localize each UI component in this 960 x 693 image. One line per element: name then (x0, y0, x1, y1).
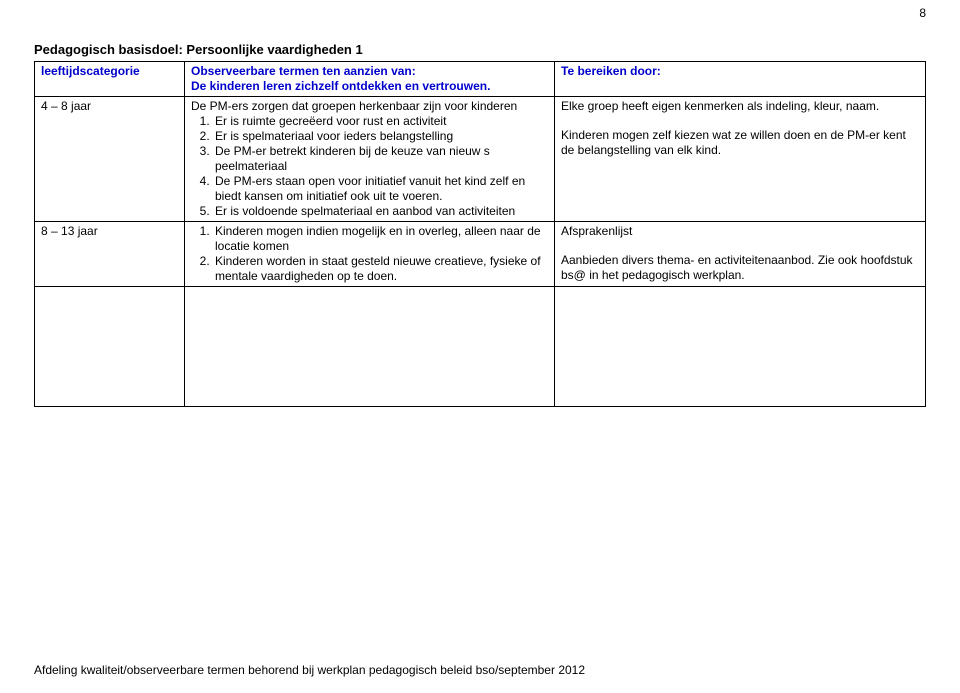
reach-cell-2: Afsprakenlijst Aanbieden divers thema- e… (555, 222, 926, 287)
observable-cell-2: Kinderen mogen indien mogelijk en in ove… (185, 222, 555, 287)
list-item: Kinderen mogen indien mogelijk en in ove… (213, 224, 548, 254)
spacer (561, 114, 919, 128)
row1-intro: De PM-ers zorgen dat groepen herkenbaar … (191, 99, 517, 113)
spacer (561, 239, 919, 253)
list-item: Er is voldoende spelmateriaal en aanbod … (213, 204, 548, 219)
row2-list: Kinderen mogen indien mogelijk en in ove… (191, 224, 548, 284)
row1-list: Er is ruimte gecreëerd voor rust en acti… (191, 114, 548, 219)
table-header-row: leeftijdscategorie Observeerbare termen … (35, 62, 926, 97)
list-item: Er is ruimte gecreëerd voor rust en acti… (213, 114, 548, 129)
header-age: leeftijdscategorie (35, 62, 185, 97)
empty-cell (555, 287, 926, 407)
row2-reach-p1: Afsprakenlijst (561, 224, 919, 239)
content-table: leeftijdscategorie Observeerbare termen … (34, 61, 926, 407)
age-cell-2: 8 – 13 jaar (35, 222, 185, 287)
empty-cell (35, 287, 185, 407)
header-observable-line2: De kinderen leren zichzelf ontdekken en … (191, 79, 490, 93)
page-number: 8 (919, 6, 926, 20)
section-title: Pedagogisch basisdoel: Persoonlijke vaar… (34, 42, 926, 57)
empty-cell (185, 287, 555, 407)
header-observable: Observeerbare termen ten aanzien van: De… (185, 62, 555, 97)
row1-reach-p1: Elke groep heeft eigen kenmerken als ind… (561, 99, 919, 114)
age-cell-1: 4 – 8 jaar (35, 97, 185, 222)
reach-cell-1: Elke groep heeft eigen kenmerken als ind… (555, 97, 926, 222)
table-empty-row (35, 287, 926, 407)
observable-cell-1: De PM-ers zorgen dat groepen herkenbaar … (185, 97, 555, 222)
header-observable-line1: Observeerbare termen ten aanzien van: (191, 64, 416, 78)
header-age-text: leeftijdscategorie (41, 64, 140, 78)
list-item: De PM-ers staan open voor initiatief van… (213, 174, 548, 204)
page-footer: Afdeling kwaliteit/observeerbare termen … (34, 663, 585, 677)
table-row: 4 – 8 jaar De PM-ers zorgen dat groepen … (35, 97, 926, 222)
list-item: Kinderen worden in staat gesteld nieuwe … (213, 254, 548, 284)
table-row: 8 – 13 jaar Kinderen mogen indien mogeli… (35, 222, 926, 287)
row2-reach-p2: Aanbieden divers thema- en activiteitena… (561, 253, 919, 283)
list-item: De PM-er betrekt kinderen bij de keuze v… (213, 144, 548, 174)
list-item: Er is spelmateriaal voor ieders belangst… (213, 129, 548, 144)
header-reach-text: Te bereiken door: (561, 64, 661, 78)
row1-reach-p2: Kinderen mogen zelf kiezen wat ze willen… (561, 128, 919, 158)
header-reach: Te bereiken door: (555, 62, 926, 97)
